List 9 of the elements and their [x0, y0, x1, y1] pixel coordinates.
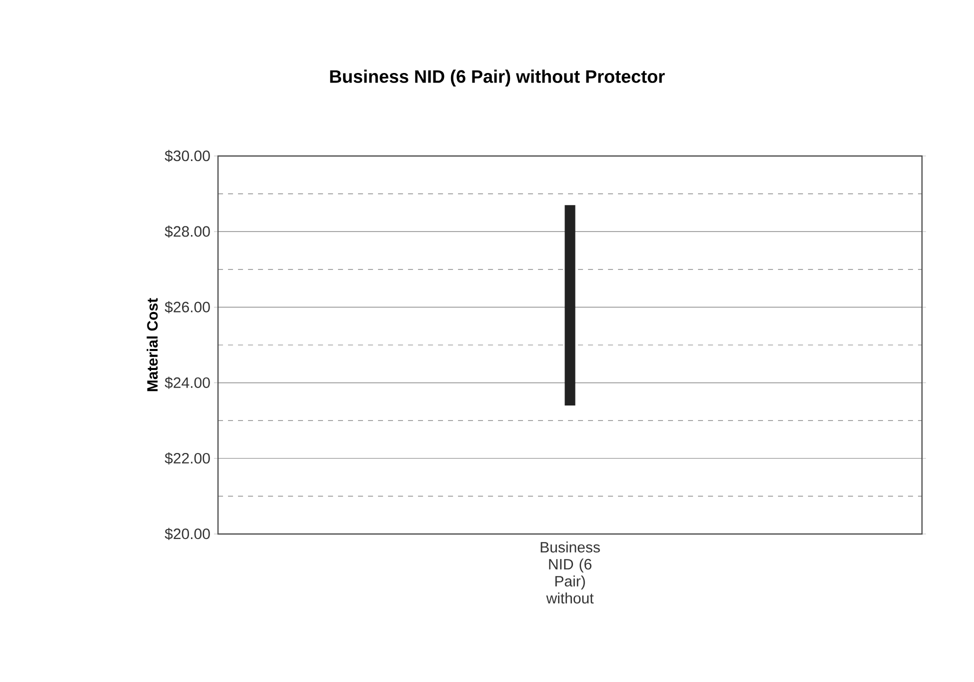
x-tick-label: Business NID (6 Pair) without	[540, 542, 600, 604]
y-tick-label: $22.00	[164, 452, 210, 464]
y-axis-title: Material Cost	[146, 298, 158, 392]
y-tick-label: $26.00	[164, 301, 210, 314]
y-tick-label: $24.00	[164, 376, 210, 389]
y-tick-label: $28.00	[164, 226, 210, 238]
y-tick-label: $20.00	[164, 528, 210, 540]
chart-title: Business NID (6 Pair) without Protector	[330, 70, 665, 86]
y-tick-label: $30.00	[164, 150, 210, 162]
